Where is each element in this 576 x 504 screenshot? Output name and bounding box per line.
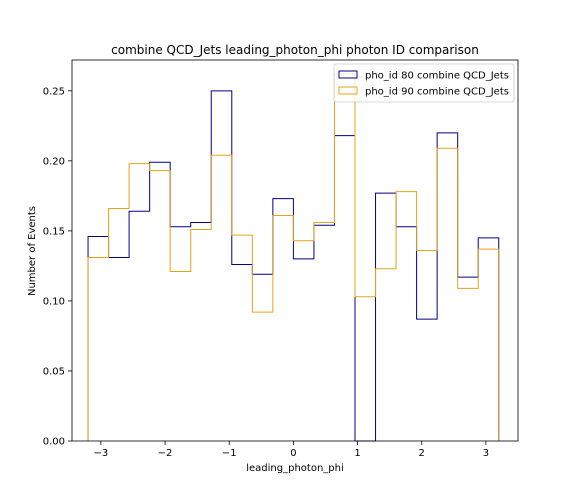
series-1-step-line [87,90,500,442]
x-axis-label: leading_photon_phi [246,463,344,474]
y-tick-label: 0.15 [43,226,65,237]
x-tick-label: 3 [483,448,489,459]
legend-entry-label: pho_id 90 combine QCD_Jets [365,87,509,98]
x-tick-label: −1 [222,448,237,459]
y-tick-label: 0.10 [43,296,65,307]
series-2-step-line [87,73,500,441]
legend: pho_id 80 combine QCD_Jets pho_id 90 comb… [333,63,515,103]
y-tick-label: 0.05 [43,366,65,377]
chart-title: combine QCD_Jets leading_photon_phi phot… [111,43,479,57]
y-tick-label: 0.00 [43,437,65,448]
y-tick-label: 0.20 [43,156,65,167]
y-axis-label: Number of Events [27,206,38,296]
y-tick-label: 0.25 [43,86,65,97]
x-tick-label: 0 [290,448,296,459]
plot-area [87,73,500,442]
legend-swatch [338,86,358,95]
x-tick-label: −2 [158,448,173,459]
x-tick-label: −3 [94,448,109,459]
plot-frame [71,59,519,442]
legend-box [333,63,515,103]
x-tick-label: 2 [419,448,425,459]
legend-entry-label: pho_id 80 combine QCD_Jets [365,71,509,82]
x-tick-label: 1 [354,448,360,459]
axes: −3 −2 −1 0 1 2 3 0.00 0.05 0.10 0.15 0.20 0.25 [43,86,489,459]
legend-swatch [338,70,358,79]
